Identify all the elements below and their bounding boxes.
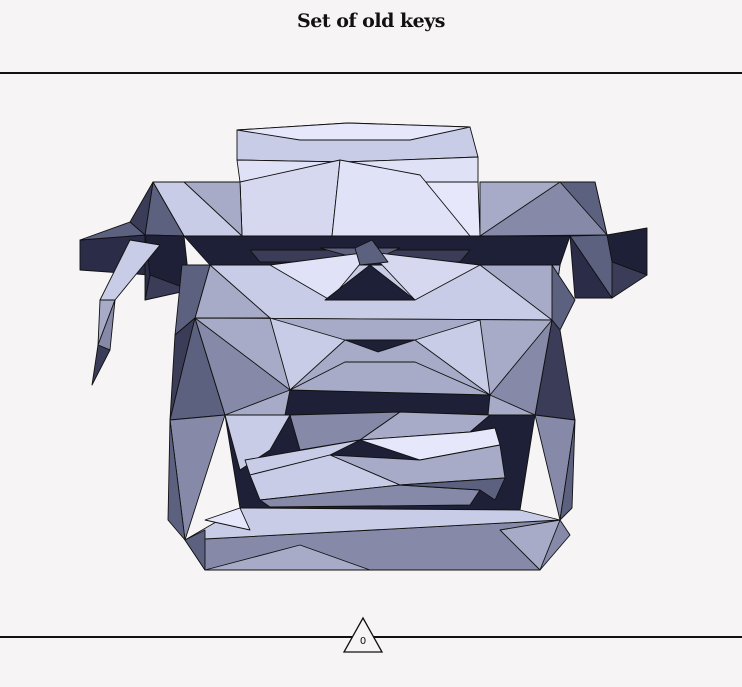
page-title: Set of old keys bbox=[297, 10, 445, 32]
page-number: 0 bbox=[359, 636, 367, 647]
top-divider bbox=[0, 72, 742, 74]
page-number-triangle bbox=[342, 616, 384, 653]
